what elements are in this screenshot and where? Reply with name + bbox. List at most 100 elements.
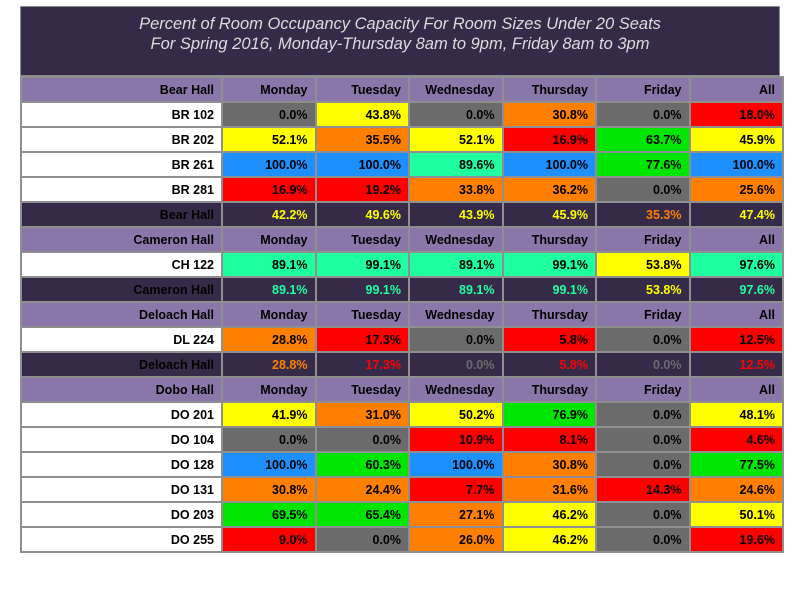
- occupancy-cell: 0.0%: [595, 176, 691, 203]
- hall-header-row: Bear Hall Monday Tuesday Wednesday Thursday F…: [20, 76, 784, 103]
- occupancy-cell: 27.1%: [408, 501, 504, 528]
- hall-name: Cameron Hall: [20, 226, 223, 253]
- column-header-all: All: [688, 76, 784, 103]
- hall-total-name: Cameron Hall: [20, 276, 223, 303]
- column-header-monday: Monday: [221, 76, 317, 103]
- hall-name: Bear Hall: [20, 76, 223, 103]
- room-name: BR 281: [20, 176, 223, 203]
- occupancy-cell: 12.5%: [688, 326, 784, 353]
- title-line-2: For Spring 2016, Monday-Thursday 8am to …: [150, 35, 650, 53]
- hall-total-name: Deloach Hall: [20, 351, 223, 378]
- occupancy-cell: 0.0%: [595, 426, 691, 453]
- occupancy-cell: 4.6%: [688, 426, 784, 453]
- occupancy-cell: 30.8%: [501, 101, 597, 128]
- column-header-tuesday: Tuesday: [314, 376, 410, 403]
- room-row: DO 203 69.5% 65.4% 27.1% 46.2% 0.0% 50.1%: [20, 501, 784, 528]
- occupancy-cell: 0.0%: [221, 426, 317, 453]
- occupancy-cell: 5.8%: [501, 326, 597, 353]
- occupancy-cell: 89.1%: [408, 251, 504, 278]
- hall-total-cell: 35.3%: [595, 201, 691, 228]
- occupancy-cell: 99.1%: [501, 251, 597, 278]
- occupancy-cell: 63.7%: [595, 126, 691, 153]
- hall-total-cell: 49.6%: [314, 201, 410, 228]
- occupancy-cell: 10.9%: [408, 426, 504, 453]
- column-header-friday: Friday: [595, 301, 691, 328]
- hall-total-cell: 97.6%: [688, 276, 784, 303]
- occupancy-cell: 0.0%: [314, 526, 410, 553]
- occupancy-cell: 30.8%: [221, 476, 317, 503]
- hall-total-cell: 17.3%: [314, 351, 410, 378]
- room-name: BR 102: [20, 101, 223, 128]
- occupancy-cell: 18.0%: [688, 101, 784, 128]
- room-row: DO 255 9.0% 0.0% 26.0% 46.2% 0.0% 19.6%: [20, 526, 784, 553]
- occupancy-cell: 16.9%: [221, 176, 317, 203]
- column-header-friday: Friday: [595, 226, 691, 253]
- hall-total-cell: 53.8%: [595, 276, 691, 303]
- room-name: DO 201: [20, 401, 223, 428]
- column-header-friday: Friday: [595, 376, 691, 403]
- occupancy-cell: 99.1%: [314, 251, 410, 278]
- occupancy-cell: 36.2%: [501, 176, 597, 203]
- hall-header-row: Dobo Hall Monday Tuesday Wednesday Thursday F…: [20, 376, 784, 403]
- occupancy-cell: 45.9%: [688, 126, 784, 153]
- room-row: BR 202 52.1% 35.5% 52.1% 16.9% 63.7% 45.9%: [20, 126, 784, 153]
- occupancy-cell: 41.9%: [221, 401, 317, 428]
- column-header-thursday: Thursday: [501, 301, 597, 328]
- occupancy-cell: 31.6%: [501, 476, 597, 503]
- report-title: Percent of Room Occupancy Capacity For R…: [20, 6, 780, 76]
- column-header-thursday: Thursday: [501, 76, 597, 103]
- occupancy-cell: 53.8%: [595, 251, 691, 278]
- occupancy-cell: 28.8%: [221, 326, 317, 353]
- occupancy-cell: 100.0%: [688, 151, 784, 178]
- room-row: BR 102 0.0% 43.8% 0.0% 30.8% 0.0% 18.0%: [20, 101, 784, 128]
- occupancy-cell: 77.6%: [595, 151, 691, 178]
- occupancy-cell: 19.2%: [314, 176, 410, 203]
- occupancy-cell: 24.6%: [688, 476, 784, 503]
- room-name: DO 104: [20, 426, 223, 453]
- hall-total-name: Bear Hall: [20, 201, 223, 228]
- column-header-all: All: [688, 376, 784, 403]
- occupancy-cell: 19.6%: [688, 526, 784, 553]
- occupancy-cell: 35.5%: [314, 126, 410, 153]
- column-header-friday: Friday: [595, 76, 691, 103]
- occupancy-cell: 69.5%: [221, 501, 317, 528]
- occupancy-cell: 7.7%: [408, 476, 504, 503]
- hall-total-cell: 42.2%: [221, 201, 317, 228]
- occupancy-cell: 65.4%: [314, 501, 410, 528]
- occupancy-cell: 97.6%: [688, 251, 784, 278]
- occupancy-cell: 8.1%: [501, 426, 597, 453]
- column-header-wednesday: Wednesday: [408, 301, 504, 328]
- column-header-all: All: [688, 226, 784, 253]
- column-header-wednesday: Wednesday: [408, 376, 504, 403]
- hall-total-cell: 0.0%: [595, 351, 691, 378]
- column-header-all: All: [688, 301, 784, 328]
- room-name: BR 202: [20, 126, 223, 153]
- hall-total-cell: 43.9%: [408, 201, 504, 228]
- occupancy-cell: 77.5%: [688, 451, 784, 478]
- room-name: CH 122: [20, 251, 223, 278]
- occupancy-cell: 48.1%: [688, 401, 784, 428]
- occupancy-cell: 0.0%: [595, 451, 691, 478]
- hall-total-cell: 28.8%: [221, 351, 317, 378]
- hall-total-cell: 5.8%: [501, 351, 597, 378]
- occupancy-cell: 0.0%: [408, 326, 504, 353]
- column-header-monday: Monday: [221, 376, 317, 403]
- occupancy-cell: 16.9%: [501, 126, 597, 153]
- occupancy-cell: 0.0%: [314, 426, 410, 453]
- occupancy-cell: 0.0%: [595, 501, 691, 528]
- column-header-wednesday: Wednesday: [408, 226, 504, 253]
- column-header-tuesday: Tuesday: [314, 301, 410, 328]
- column-header-tuesday: Tuesday: [314, 76, 410, 103]
- occupancy-cell: 100.0%: [314, 151, 410, 178]
- occupancy-cell: 14.3%: [595, 476, 691, 503]
- occupancy-cell: 26.0%: [408, 526, 504, 553]
- hall-total-row: Deloach Hall 28.8% 17.3% 0.0% 5.8% 0.0% 12.5%: [20, 351, 784, 378]
- occupancy-cell: 0.0%: [221, 101, 317, 128]
- occupancy-cell: 100.0%: [408, 451, 504, 478]
- room-row: DO 201 41.9% 31.0% 50.2% 76.9% 0.0% 48.1%: [20, 401, 784, 428]
- occupancy-table: Bear Hall Monday Tuesday Wednesday Thursday F…: [20, 76, 784, 553]
- hall-total-cell: 12.5%: [688, 351, 784, 378]
- occupancy-cell: 50.2%: [408, 401, 504, 428]
- occupancy-cell: 50.1%: [688, 501, 784, 528]
- occupancy-cell: 0.0%: [595, 326, 691, 353]
